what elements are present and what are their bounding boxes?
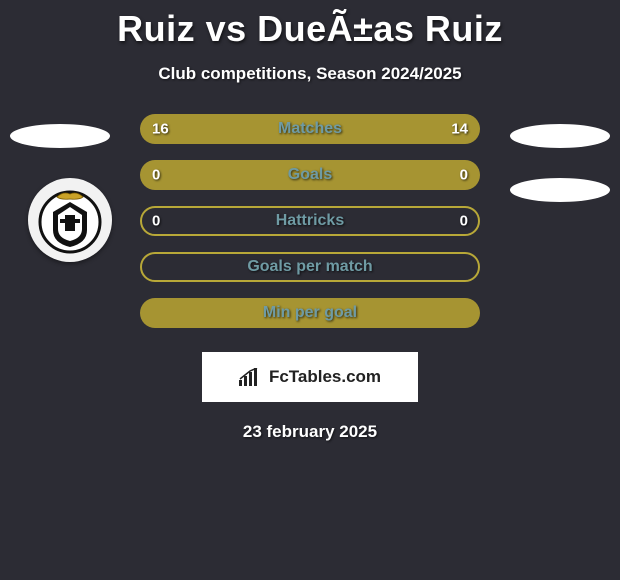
stat-value-left: 0 [152,213,160,230]
date-label: 23 february 2025 [243,422,377,442]
page-title: Ruiz vs DueÃ±as Ruiz [117,8,503,50]
stat-pill: Goals [140,160,480,190]
stat-value-left: 16 [152,121,169,138]
brand-box[interactable]: FcTables.com [202,352,418,402]
stat-row: Goals per match [0,252,620,282]
stat-value-right: 0 [460,167,468,184]
stat-pill: Min per goal [140,298,480,328]
subtitle: Club competitions, Season 2024/2025 [158,64,461,84]
chart-icon [239,368,261,386]
brand-text: FcTables.com [269,367,381,387]
stat-value-right: 0 [460,213,468,230]
stat-pill: Goals per match [140,252,480,282]
player-right-placeholder [510,124,610,148]
club-right-placeholder [510,178,610,202]
stat-value-left: 0 [152,167,160,184]
stat-row: Min per goal [0,298,620,328]
stat-label: Goals [288,166,332,184]
stat-value-right: 14 [451,121,468,138]
stat-label: Hattricks [276,212,344,230]
stat-label: Matches [278,120,342,138]
stat-label: Goals per match [247,258,372,276]
shield-icon [35,185,105,255]
player-left-placeholder [10,124,110,148]
club-left-badge [28,178,112,262]
stat-label: Min per goal [263,304,357,322]
stat-pill: Matches [140,114,480,144]
stat-pill: Hattricks [140,206,480,236]
